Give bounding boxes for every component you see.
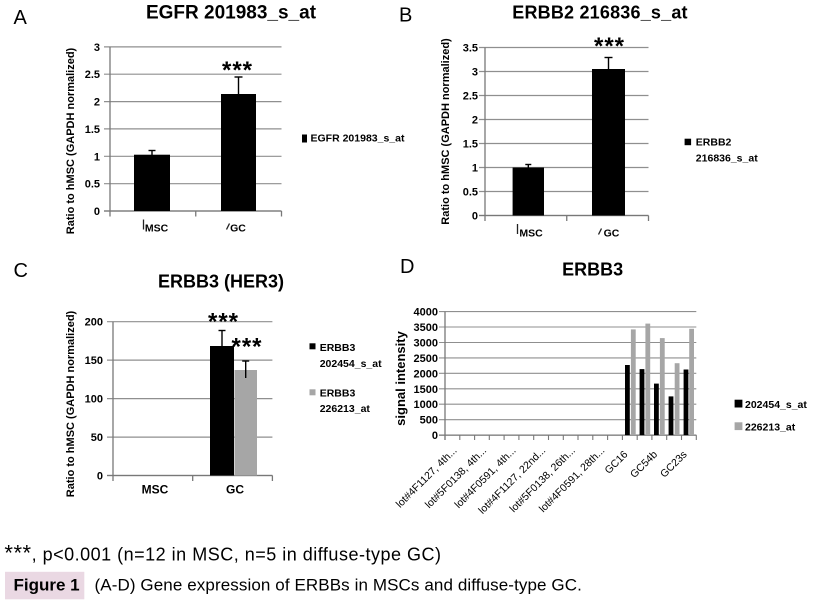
- svg-text:ERBB3: ERBB3: [562, 260, 623, 280]
- svg-text:Ratio to hMSC (GAPDH normalize: Ratio to hMSC (GAPDH normalized): [65, 47, 77, 234]
- svg-text:A: A: [14, 7, 28, 29]
- svg-text:1.5: 1.5: [463, 139, 478, 151]
- svg-text:0.5: 0.5: [85, 179, 100, 191]
- svg-text:D: D: [400, 256, 414, 278]
- svg-text:ERBB3: ERBB3: [320, 387, 356, 399]
- svg-text:0: 0: [432, 430, 438, 442]
- svg-text:2.5: 2.5: [85, 69, 100, 81]
- svg-text:B: B: [399, 5, 412, 27]
- svg-text:1000: 1000: [414, 399, 438, 411]
- svg-text:1500: 1500: [414, 384, 438, 396]
- svg-text:0: 0: [94, 206, 100, 218]
- svg-text:50: 50: [91, 432, 103, 444]
- svg-text:0: 0: [472, 211, 478, 223]
- svg-text:ERBB2 216836_s_at: ERBB2 216836_s_at: [512, 3, 688, 23]
- svg-text:2: 2: [472, 115, 478, 127]
- svg-text:***, p<0.001 (n=12 in MSC, n=5: ***, p<0.001 (n=12 in MSC, n=5 in diffus…: [4, 541, 441, 566]
- svg-text:150: 150: [85, 355, 103, 367]
- svg-text:3.5: 3.5: [463, 43, 478, 55]
- svg-text:216836_s_at: 216836_s_at: [696, 153, 758, 165]
- svg-text:MSC: MSC: [142, 483, 169, 497]
- svg-text:MSC: MSC: [145, 223, 169, 235]
- svg-text:100: 100: [85, 394, 103, 406]
- svg-text:ERBB3 (HER3): ERBB3 (HER3): [158, 272, 284, 292]
- svg-text:3: 3: [94, 42, 100, 54]
- svg-text:226213_at: 226213_at: [745, 422, 796, 434]
- svg-text:2500: 2500: [414, 353, 438, 365]
- svg-text:MSC: MSC: [519, 228, 543, 240]
- svg-text:2.5: 2.5: [463, 91, 478, 103]
- svg-text:226213_at: 226213_at: [320, 403, 371, 415]
- svg-text:500: 500: [420, 415, 438, 427]
- svg-text:1: 1: [94, 151, 100, 163]
- svg-text:202454_s_at: 202454_s_at: [745, 399, 807, 411]
- svg-text:2: 2: [94, 97, 100, 109]
- svg-text:ERBB3: ERBB3: [320, 342, 356, 354]
- svg-text:1.5: 1.5: [85, 124, 100, 136]
- svg-text:Ratio to hMSC (GAPDH normalize: Ratio to hMSC (GAPDH normalized): [65, 310, 77, 497]
- svg-text:200: 200: [85, 317, 103, 329]
- svg-text:GC: GC: [230, 223, 246, 235]
- svg-text:202454_s_at: 202454_s_at: [320, 358, 382, 370]
- svg-text:GC: GC: [604, 228, 620, 240]
- svg-text:***: ***: [222, 57, 253, 84]
- svg-text:0.5: 0.5: [463, 187, 478, 199]
- svg-text:EGFR 201983_s_at: EGFR 201983_s_at: [311, 133, 405, 145]
- svg-text:3500: 3500: [414, 322, 438, 334]
- svg-text:0: 0: [97, 471, 103, 483]
- svg-text:signal intensity: signal intensity: [393, 330, 408, 425]
- svg-text:1: 1: [472, 163, 478, 175]
- svg-text:***: ***: [208, 309, 239, 336]
- svg-text:2000: 2000: [414, 368, 438, 380]
- svg-text:4000: 4000: [414, 307, 438, 319]
- svg-text:***: ***: [231, 334, 262, 361]
- svg-text:***: ***: [594, 33, 625, 60]
- svg-text:GC: GC: [226, 483, 244, 497]
- svg-text:EGFR 201983_s_at: EGFR 201983_s_at: [146, 3, 317, 24]
- svg-text:Ratio to hMSC (GAPDH normalize: Ratio to hMSC (GAPDH normalized): [440, 38, 452, 225]
- svg-text:3000: 3000: [414, 338, 438, 350]
- svg-text:3: 3: [472, 67, 478, 79]
- svg-text:C: C: [14, 260, 28, 282]
- svg-text:(A-D) Gene expression of ERBBs: (A-D) Gene expression of ERBBs in MSCs a…: [95, 576, 582, 595]
- svg-text:ERBB2: ERBB2: [696, 136, 732, 148]
- svg-text:Figure 1: Figure 1: [14, 576, 80, 595]
